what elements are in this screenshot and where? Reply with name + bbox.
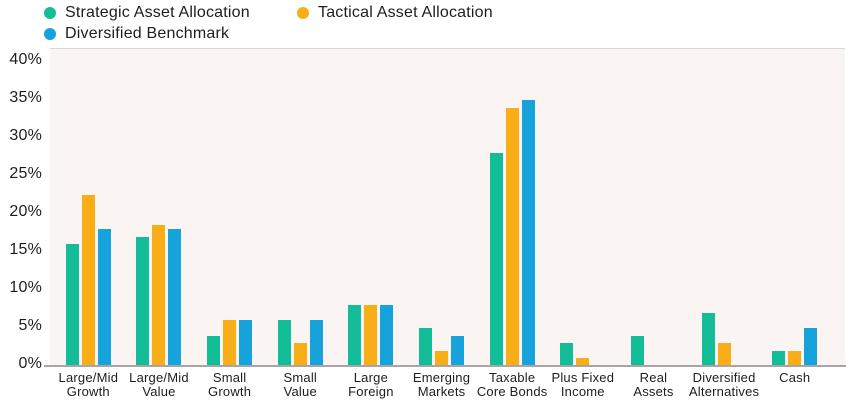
x-category-label: Real Assets: [633, 370, 674, 399]
benchmark-bar: [239, 320, 253, 366]
strategic-bar: [207, 335, 221, 366]
bar-group-6: [406, 328, 477, 366]
x-axis-labels: Large/Mid Growth Large/Mid Value Small Growth…: [53, 371, 830, 399]
tactical-bar: [293, 343, 307, 366]
x-category-label: Plus Fixed Income: [551, 370, 615, 399]
strategic-bar: [277, 320, 291, 366]
y-tick-label: 35%: [9, 89, 42, 106]
bar-group-5: [336, 305, 407, 366]
y-tick-label: 5%: [18, 317, 42, 334]
tactical-bar: [81, 195, 95, 366]
benchmark-bar: [97, 229, 111, 366]
bar-group-9: [618, 335, 689, 366]
tactical-dot-icon: [297, 7, 309, 19]
tactical-bar: [435, 350, 449, 366]
y-tick-label: 40%: [9, 51, 42, 68]
x-category-label: Emerging Markets: [412, 370, 471, 399]
legend-item-strategic: Strategic Asset Allocation: [44, 4, 250, 22]
benchmark-bar: [168, 229, 182, 366]
strategic-bar: [419, 328, 433, 366]
tactical-bar: [576, 358, 590, 366]
bar-group-11: [759, 328, 830, 366]
tactical-bar: [364, 305, 378, 366]
x-category-label: Cash: [779, 370, 811, 385]
tactical-bar: [505, 107, 519, 366]
strategic-bar: [136, 236, 150, 366]
benchmark-bar: [451, 335, 465, 366]
bar-group-2: [124, 225, 195, 366]
strategic-bar: [560, 343, 574, 366]
bar-groups: [53, 48, 830, 366]
benchmark-bar: [804, 328, 818, 366]
bar-group-3: [194, 320, 265, 366]
x-category-label: Large/Mid Value: [129, 370, 189, 399]
strategic-bar: [348, 305, 362, 366]
x-axis-line: [44, 365, 846, 367]
strategic-bar: [65, 244, 79, 366]
y-tick-label: 25%: [9, 165, 42, 182]
legend-label-tactical: Tactical Asset Allocation: [318, 4, 493, 21]
y-tick-label: 30%: [9, 127, 42, 144]
bar-group-8: [547, 343, 618, 366]
benchmark-bar: [309, 320, 323, 366]
legend-item-benchmark: Diversified Benchmark: [44, 25, 229, 43]
x-category-label: Small Growth: [208, 370, 252, 399]
legend-label-strategic: Strategic Asset Allocation: [65, 4, 250, 21]
y-tick-label: 20%: [9, 203, 42, 220]
bar-group-4: [265, 320, 336, 366]
benchmark-dot-icon: [44, 28, 56, 40]
x-category-label: Small Value: [283, 370, 317, 399]
tactical-bar: [788, 350, 802, 366]
bar-group-10: [689, 312, 760, 366]
benchmark-bar: [380, 305, 394, 366]
strategic-bar: [772, 350, 786, 366]
x-category-label: Taxable Core Bonds: [476, 370, 548, 399]
bar-group-1: [53, 195, 124, 366]
legend-label-benchmark: Diversified Benchmark: [65, 25, 230, 42]
strategic-dot-icon: [44, 7, 56, 19]
benchmark-bar: [521, 100, 535, 366]
tactical-bar: [223, 320, 237, 366]
y-tick-label: 15%: [9, 241, 42, 258]
y-tick-label: 0%: [18, 355, 42, 372]
x-category-label: Large/Mid Growth: [58, 370, 119, 399]
strategic-bar: [630, 335, 644, 366]
x-category-label: Diversified Alternatives: [688, 370, 760, 399]
x-category-label: Large Foreign: [348, 370, 394, 399]
bar-group-7: [477, 100, 548, 366]
tactical-bar: [717, 343, 731, 366]
strategic-bar: [701, 312, 715, 366]
strategic-bar: [489, 153, 503, 366]
tactical-bar: [152, 225, 166, 366]
y-tick-label: 10%: [9, 279, 42, 296]
legend-item-tactical: Tactical Asset Allocation: [297, 4, 493, 22]
